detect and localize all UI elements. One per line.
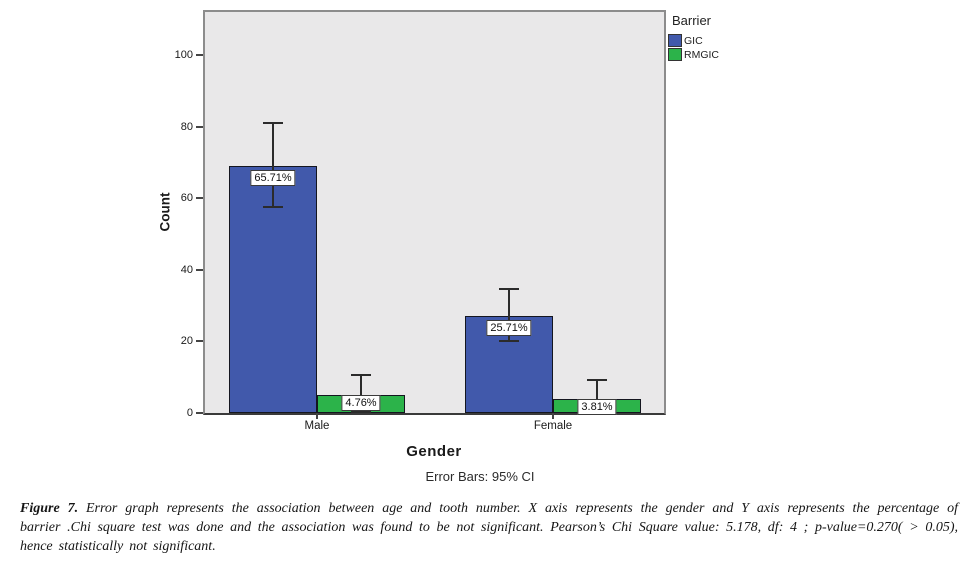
bar-label-rmgic-female: 3.81% xyxy=(577,399,617,415)
x-tick-female xyxy=(552,413,554,419)
y-tick-label-40: 40 xyxy=(180,263,193,276)
bar-label-rmgic-male: 4.76% xyxy=(341,395,381,411)
legend: Barrier GIC RMGIC xyxy=(668,13,719,62)
legend-items: GIC RMGIC xyxy=(668,34,719,61)
y-tick-label-100: 100 xyxy=(174,49,193,61)
legend-swatch-rmgic xyxy=(668,48,682,61)
figure-caption: Figure 7. Error graph represents the ass… xyxy=(20,499,958,556)
figure-caption-label: Figure 7. xyxy=(20,501,79,516)
error-cap-bottom-rmgic-male xyxy=(351,410,371,413)
y-tick-label-80: 80 xyxy=(180,120,193,133)
error-cap-top-rmgic-male xyxy=(351,374,371,377)
error-cap-bottom-gic-female xyxy=(499,340,519,343)
legend-item-rmgic: RMGIC xyxy=(668,48,719,61)
figure-caption-text: Error graph represents the association b… xyxy=(20,501,958,554)
y-tick-40 xyxy=(196,268,203,271)
error-bar-rmgic-female xyxy=(596,380,598,412)
error-bar-gic-female xyxy=(508,289,510,342)
legend-item-gic: GIC xyxy=(668,34,719,47)
bar-label-gic-male: 65.71% xyxy=(250,170,296,186)
plot-area: 0 20 40 60 80 100 Male Female 65.71% 25.71% 4.76% 3… xyxy=(175,10,666,432)
bar-label-gic-female: 25.71% xyxy=(486,320,532,336)
y-tick-label-60: 60 xyxy=(180,192,193,205)
error-bar-rmgic-male xyxy=(360,375,362,412)
x-axis-title: Gender xyxy=(406,443,462,460)
x-tick-label-female: Female xyxy=(533,420,573,432)
y-tick-0 xyxy=(196,412,203,414)
error-cap-top-rmgic-female xyxy=(587,379,607,382)
error-cap-top-gic-male xyxy=(263,122,283,125)
y-tick-label-20: 20 xyxy=(180,335,193,348)
error-bars-footnote: Error Bars: 95% CI xyxy=(425,469,535,484)
error-cap-top-gic-female xyxy=(499,288,519,291)
y-tick-100 xyxy=(196,54,203,56)
y-tick-60 xyxy=(196,197,203,200)
y-tick-label-0: 0 xyxy=(186,407,193,419)
error-bar-gic-male xyxy=(272,123,274,208)
legend-label-gic: GIC xyxy=(684,34,703,47)
error-cap-bottom-gic-male xyxy=(263,206,283,209)
legend-title: Barrier xyxy=(672,13,712,28)
y-tick-20 xyxy=(196,340,203,343)
x-tick-label-male: Male xyxy=(304,420,330,432)
legend-label-rmgic: RMGIC xyxy=(684,48,719,61)
y-tick-80 xyxy=(196,125,203,128)
x-tick-male xyxy=(316,413,318,419)
legend-swatch-gic xyxy=(668,34,682,47)
